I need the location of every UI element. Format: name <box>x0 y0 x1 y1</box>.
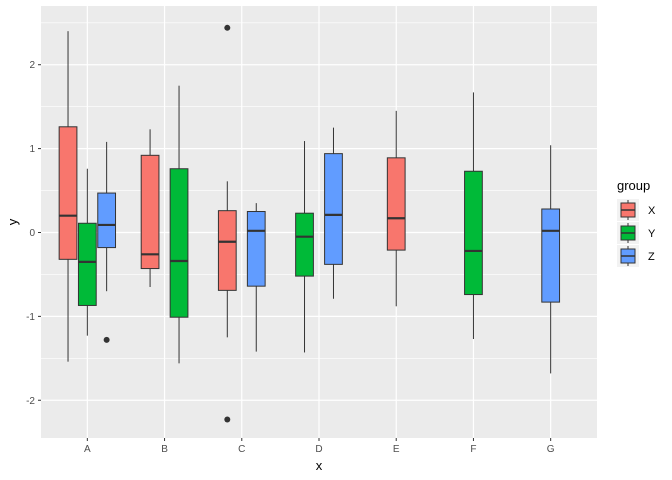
box-b-x <box>140 129 160 288</box>
box-body <box>246 211 266 287</box>
outlier-point <box>224 24 231 31</box>
box-body <box>58 126 78 260</box>
box-d-z <box>324 127 343 299</box>
y-tick-label: 0 <box>29 228 35 239</box>
legend-key-y <box>617 222 639 244</box>
outlier-point <box>103 336 110 343</box>
box-body <box>464 170 483 296</box>
box-c-x <box>217 24 237 423</box>
y-tick-label: 1 <box>29 144 35 155</box>
y-tick-label: -1 <box>26 312 35 323</box>
box-body <box>217 210 237 291</box>
legend-label: X <box>648 205 656 217</box>
box-c-z <box>246 203 266 352</box>
x-tick-label: C <box>238 444 245 455</box>
legend-key-x <box>617 199 639 221</box>
legend-key-z <box>617 245 639 267</box>
box-a-x <box>58 31 78 362</box>
box-body <box>386 157 406 251</box>
box-body <box>140 154 160 270</box>
box-f-y <box>464 92 483 340</box>
box-body <box>77 222 97 306</box>
box-a-z <box>97 141 117 343</box>
box-a-y <box>77 168 97 336</box>
x-tick-label: A <box>84 444 91 455</box>
box-e-x <box>386 110 406 307</box>
box-series <box>58 24 561 423</box>
box-body <box>169 168 189 318</box>
y-tick-label: 2 <box>29 60 35 71</box>
outlier-point <box>224 416 231 423</box>
x-axis: A B C D E F G <box>84 438 555 455</box>
y-tick-label: -2 <box>26 396 35 407</box>
legend: group XYZ <box>617 178 656 267</box>
box-body <box>324 153 343 265</box>
legend-title: group <box>617 178 650 193</box>
x-tick-label: F <box>470 444 476 455</box>
x-tick-label: E <box>393 444 400 455</box>
y-axis: -2 -1 0 1 2 <box>26 60 41 407</box>
x-tick-label: G <box>547 444 555 455</box>
box-b-y <box>169 85 189 364</box>
legend-label: Y <box>648 228 656 240</box>
box-d-y <box>295 141 314 353</box>
box-body <box>97 192 117 249</box>
box-g-z <box>541 145 561 374</box>
box-body <box>541 208 561 303</box>
legend-label: Z <box>648 251 655 263</box>
x-tick-label: B <box>161 444 168 455</box>
x-axis-title: x <box>316 458 323 473</box>
x-tick-label: D <box>315 444 322 455</box>
box-body <box>295 212 314 277</box>
y-axis-title: y <box>5 218 20 225</box>
